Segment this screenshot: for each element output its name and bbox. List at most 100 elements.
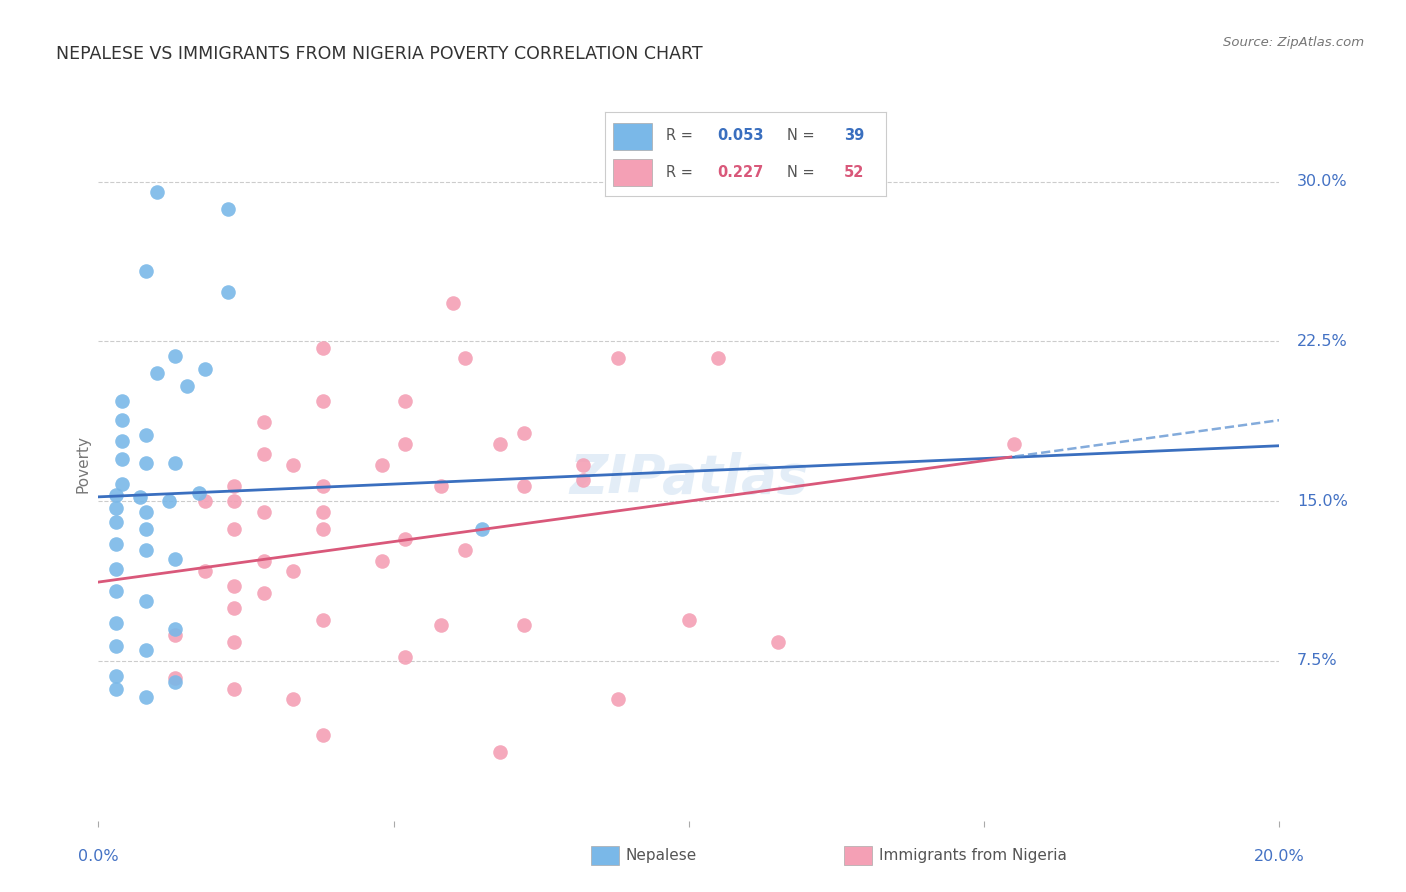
Text: Source: ZipAtlas.com: Source: ZipAtlas.com: [1223, 36, 1364, 49]
Point: [135, 594, 157, 608]
Point: [1002, 436, 1025, 450]
Point: [135, 505, 157, 519]
Point: [105, 639, 128, 653]
Point: [135, 264, 157, 278]
Point: [105, 669, 128, 683]
Point: [217, 202, 239, 217]
Point: [224, 634, 246, 648]
Point: [283, 458, 305, 472]
Point: [111, 451, 134, 466]
Point: [128, 490, 150, 504]
Text: 0.0%: 0.0%: [79, 849, 118, 864]
Point: [312, 614, 335, 628]
Point: [283, 692, 305, 706]
Text: R =: R =: [666, 128, 697, 143]
Point: [766, 157, 789, 171]
Point: [224, 522, 246, 536]
Bar: [613, 122, 652, 150]
Point: [394, 533, 416, 547]
Point: [165, 622, 187, 636]
Point: [766, 634, 789, 648]
Point: [471, 522, 494, 536]
Point: [135, 543, 157, 558]
Point: [571, 473, 593, 487]
Point: [312, 394, 335, 409]
Text: R =: R =: [666, 165, 697, 180]
Point: [253, 505, 276, 519]
Point: [105, 516, 128, 530]
Point: [312, 479, 335, 493]
Point: [194, 565, 217, 579]
Point: [105, 537, 128, 551]
Text: 7.5%: 7.5%: [1298, 653, 1337, 668]
Text: 39: 39: [844, 128, 863, 143]
Point: [165, 349, 187, 363]
Point: [146, 367, 169, 381]
Point: [165, 551, 187, 566]
Point: [176, 379, 198, 393]
Point: [111, 413, 134, 427]
Point: [135, 690, 157, 704]
Point: [489, 436, 512, 450]
Point: [441, 296, 464, 310]
Point: [394, 394, 416, 409]
Text: Immigrants from Nigeria: Immigrants from Nigeria: [879, 848, 1067, 863]
Point: [105, 488, 128, 502]
Point: [105, 500, 128, 515]
Point: [394, 436, 416, 450]
Bar: [613, 159, 652, 186]
Point: [105, 583, 128, 598]
Point: [224, 494, 246, 508]
Point: [224, 479, 246, 493]
Point: [224, 600, 246, 615]
Text: 22.5%: 22.5%: [1298, 334, 1348, 349]
Point: [111, 477, 134, 491]
Point: [512, 479, 534, 493]
Point: [253, 585, 276, 599]
Point: [312, 522, 335, 536]
Point: [187, 485, 209, 500]
Point: [607, 692, 630, 706]
Text: N =: N =: [787, 128, 820, 143]
Point: [165, 675, 187, 690]
Text: NEPALESE VS IMMIGRANTS FROM NIGERIA POVERTY CORRELATION CHART: NEPALESE VS IMMIGRANTS FROM NIGERIA POVE…: [56, 45, 703, 62]
Point: [453, 543, 475, 558]
Point: [371, 554, 394, 568]
Point: [157, 494, 180, 508]
Point: [135, 522, 157, 536]
Point: [707, 351, 730, 366]
Point: [394, 649, 416, 664]
Text: 52: 52: [844, 165, 863, 180]
Point: [253, 447, 276, 461]
Text: N =: N =: [787, 165, 820, 180]
Point: [312, 505, 335, 519]
Point: [135, 643, 157, 657]
Point: [512, 617, 534, 632]
Point: [607, 351, 630, 366]
Text: Nepalese: Nepalese: [626, 848, 697, 863]
Point: [135, 428, 157, 442]
Point: [430, 617, 453, 632]
Point: [489, 746, 512, 760]
Point: [194, 494, 217, 508]
Y-axis label: Poverty: Poverty: [75, 434, 90, 493]
Point: [283, 565, 305, 579]
Text: 30.0%: 30.0%: [1298, 174, 1348, 189]
Text: 20.0%: 20.0%: [1254, 849, 1305, 864]
Point: [165, 671, 187, 685]
Point: [224, 579, 246, 593]
Point: [312, 341, 335, 355]
Point: [253, 554, 276, 568]
Text: 0.227: 0.227: [717, 165, 763, 180]
Point: [135, 456, 157, 470]
Point: [312, 728, 335, 742]
Point: [165, 456, 187, 470]
Point: [512, 425, 534, 440]
Point: [678, 614, 700, 628]
Text: ZIPatlas: ZIPatlas: [569, 452, 808, 504]
Text: 0.053: 0.053: [717, 128, 763, 143]
Point: [111, 434, 134, 449]
Point: [371, 458, 394, 472]
Point: [111, 394, 134, 409]
Point: [194, 362, 217, 376]
